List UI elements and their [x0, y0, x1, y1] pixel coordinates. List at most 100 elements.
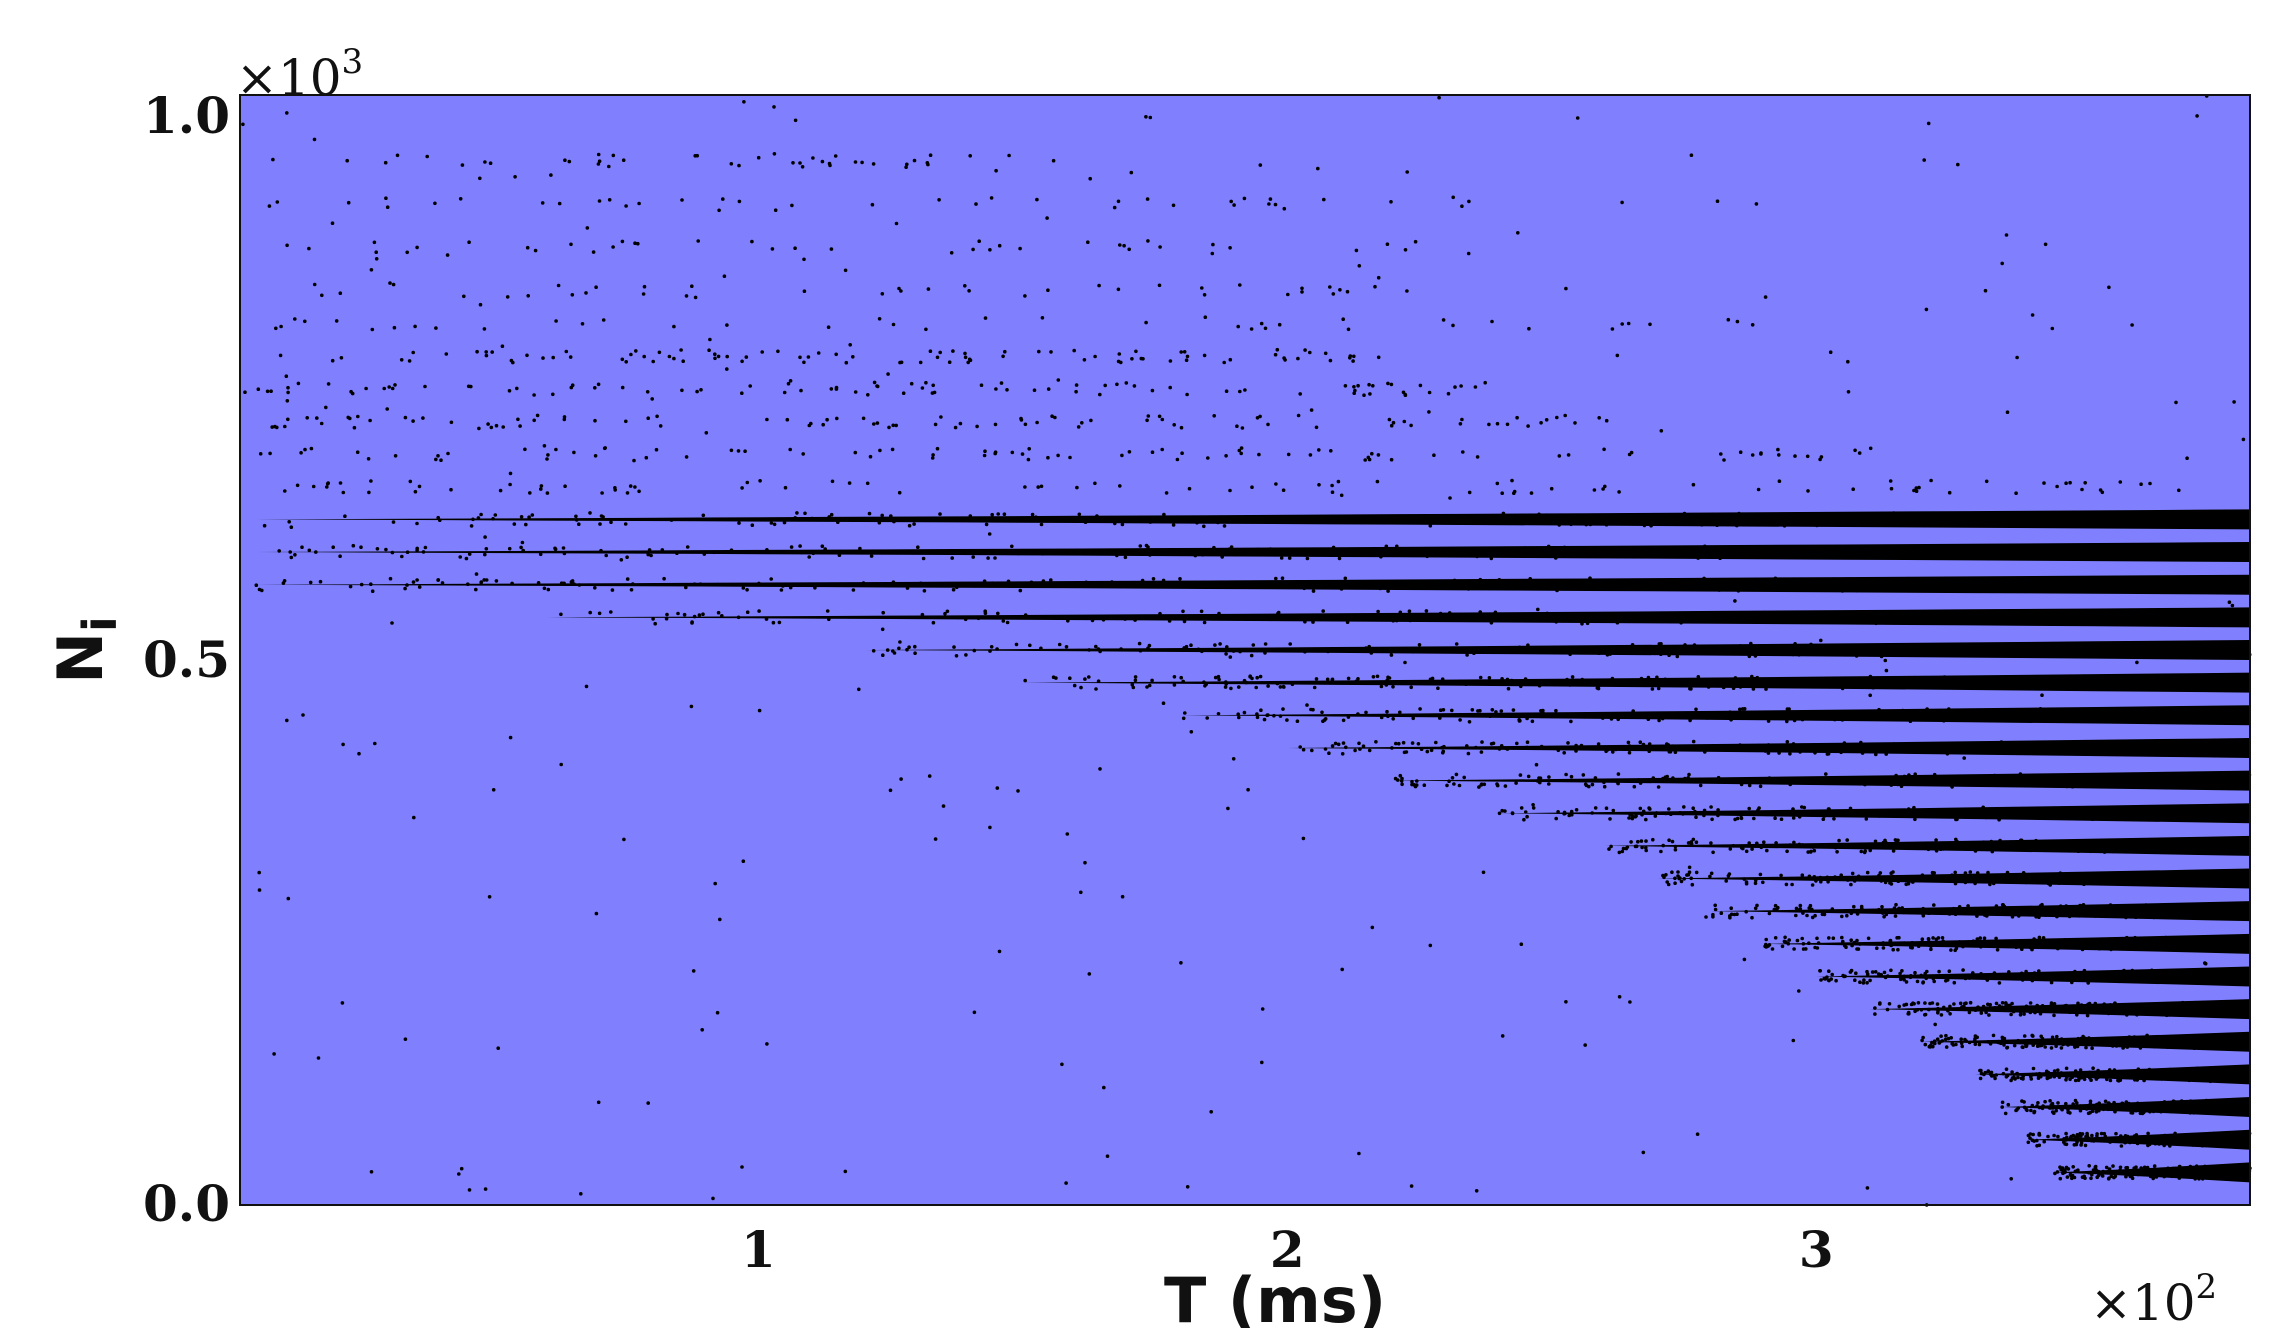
- spike-point: [2201, 1166, 2206, 1171]
- spike-point: [1815, 644, 1819, 648]
- spike-point: [2006, 872, 2010, 877]
- spike-point: [1898, 977, 1903, 982]
- spike-point: [1937, 969, 1941, 974]
- spike-point: [1805, 514, 1810, 518]
- spike-point: [1625, 845, 1630, 849]
- spike-point: [580, 322, 585, 326]
- spike-point: [2166, 1135, 2170, 1140]
- spike-point: [2145, 1033, 2149, 1038]
- spike-point: [2189, 1005, 2193, 1010]
- spike-point: [2118, 1078, 2123, 1082]
- spike-point: [1555, 588, 1559, 593]
- spike-point: [1295, 719, 1300, 723]
- spike-point: [1829, 678, 1834, 683]
- spike-point: [1466, 251, 1471, 256]
- spike-point: [1547, 782, 1551, 786]
- spike-point: [1389, 382, 1394, 387]
- y-multiplier: ×103: [236, 42, 363, 107]
- spike-point: [2215, 681, 2220, 685]
- spike-point: [532, 418, 536, 423]
- spike-point: [1034, 515, 1038, 519]
- spike-point: [1321, 609, 1325, 613]
- spike-point: [1857, 451, 1862, 455]
- spike-point: [2101, 975, 2106, 980]
- spike-point: [1988, 882, 1992, 887]
- spike-point: [2229, 1101, 2234, 1105]
- spike-point: [2237, 1137, 2241, 1141]
- spike-point: [1487, 676, 1492, 680]
- spike-point: [458, 555, 463, 559]
- spike-point: [1222, 360, 1226, 365]
- spike-point: [1844, 577, 1849, 581]
- spike-point: [1236, 324, 1240, 329]
- spike-point: [912, 158, 917, 163]
- spike-point: [1162, 549, 1166, 553]
- spike-point: [1892, 906, 1897, 910]
- spike-point: [2032, 1110, 2036, 1115]
- spike-point: [1267, 202, 1271, 206]
- spike-point: [1703, 544, 1707, 549]
- spike-point: [1893, 914, 1898, 918]
- spike-point: [1367, 382, 1371, 387]
- spike-point: [1766, 719, 1771, 723]
- spike-point: [1934, 943, 1939, 947]
- spike-point: [370, 589, 375, 593]
- spike-point: [1488, 648, 1492, 653]
- spike-point: [1674, 519, 1679, 524]
- spike-point: [1098, 392, 1102, 397]
- spike-point: [282, 579, 287, 583]
- spike-point: [2026, 1133, 2031, 1138]
- spike-point: [2195, 114, 2199, 118]
- spike-point: [1113, 521, 1117, 526]
- spike-point: [1162, 512, 1166, 517]
- spike-point: [1328, 358, 1333, 363]
- spike-point: [1474, 1189, 1479, 1193]
- spike-point: [1933, 1041, 1937, 1046]
- spike-point: [860, 160, 864, 165]
- spike-point: [827, 161, 832, 166]
- spike-point: [1202, 614, 1206, 618]
- spike-point: [1096, 679, 1101, 683]
- spike-point: [2035, 1104, 2039, 1108]
- spike-point: [2165, 1045, 2170, 1049]
- spike-point: [2210, 779, 2214, 783]
- spike-point: [2188, 1111, 2192, 1115]
- spike-point: [2040, 693, 2044, 697]
- spike-point: [1115, 553, 1119, 558]
- spike-point: [1544, 418, 1549, 422]
- spike-point: [2111, 707, 2115, 712]
- spike-point: [2244, 750, 2249, 754]
- spike-point: [1620, 200, 1624, 205]
- spike-point: [1968, 780, 1972, 785]
- spike-point: [1738, 779, 1742, 784]
- spike-point: [1367, 748, 1372, 753]
- spike-point: [1902, 774, 1907, 779]
- spike-point: [1348, 354, 1353, 358]
- spike-point: [764, 617, 769, 621]
- spike-point: [2043, 242, 2048, 247]
- spike-band: [1604, 835, 2250, 856]
- spike-point: [2012, 1043, 2017, 1048]
- spike-point: [2032, 937, 2036, 941]
- spike-point: [1742, 957, 1747, 962]
- spike-point: [2180, 742, 2184, 746]
- spike-point: [702, 552, 707, 556]
- spike-point: [2044, 1069, 2049, 1074]
- spike-point: [557, 201, 562, 206]
- spike-point: [1667, 838, 1671, 842]
- spike-point: [2111, 1073, 2115, 1077]
- spike-point: [953, 425, 958, 430]
- spike-point: [1801, 947, 1806, 951]
- spike-point: [1913, 1009, 1917, 1014]
- spike-point: [2203, 1141, 2207, 1145]
- spike-point: [1669, 812, 1673, 816]
- spike-point: [1454, 642, 1459, 646]
- spike-point: [2073, 812, 2078, 816]
- spike-point: [1375, 674, 1380, 679]
- spike-point: [1739, 813, 1743, 818]
- spike-point: [1716, 808, 1720, 812]
- spike-point: [1701, 712, 1705, 717]
- spike-point: [2233, 1137, 2237, 1142]
- spike-point: [2174, 643, 2179, 648]
- spike-point: [1367, 457, 1372, 462]
